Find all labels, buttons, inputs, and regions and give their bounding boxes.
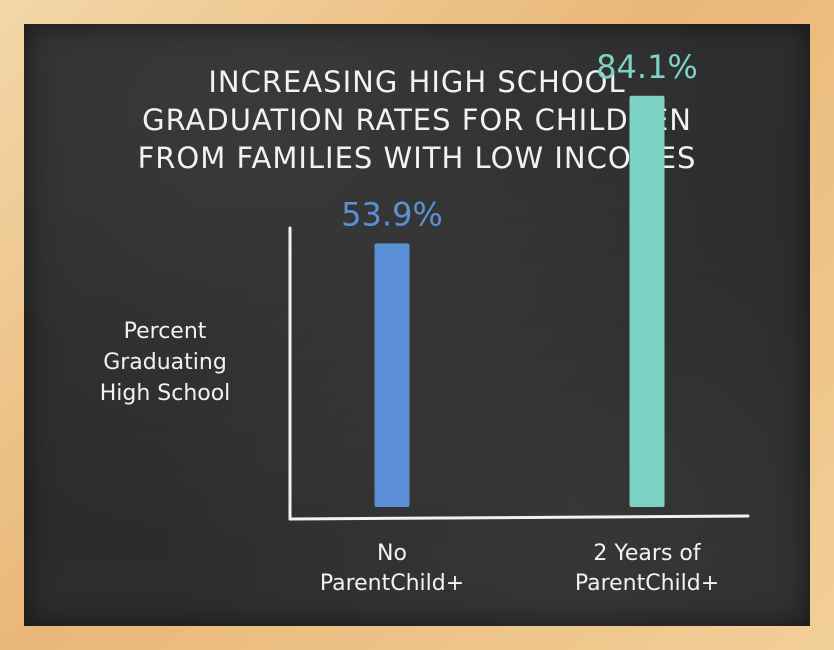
- chart-title: INCREASING HIGH SCHOOL GRADUATION RATES …: [0, 63, 834, 177]
- y-axis-label-line: Percent: [123, 319, 207, 344]
- category-label-1: ParentChild+: [320, 571, 464, 596]
- x-axis-line: [288, 514, 750, 521]
- bar-1: [374, 243, 410, 507]
- y-axis-label-line: Graduating: [103, 350, 227, 375]
- category-label-1: No: [377, 541, 407, 566]
- category-label-2: 2 Years of: [593, 541, 701, 566]
- y-axis-label: Percent Graduating High School: [70, 316, 260, 409]
- title-line: FROM FAMILIES WITH LOW INCOMES: [137, 141, 697, 175]
- data-label-1: 53.9%: [341, 195, 443, 233]
- bar-2: [629, 95, 665, 507]
- data-label-2: 84.1%: [596, 48, 698, 86]
- y-axis-label-line: High School: [99, 381, 231, 406]
- title-line: GRADUATION RATES FOR CHILDREN: [142, 103, 692, 137]
- title-line: INCREASING HIGH SCHOOL: [208, 65, 626, 99]
- category-label-2: ParentChild+: [575, 571, 719, 596]
- chalkboard: [24, 24, 810, 626]
